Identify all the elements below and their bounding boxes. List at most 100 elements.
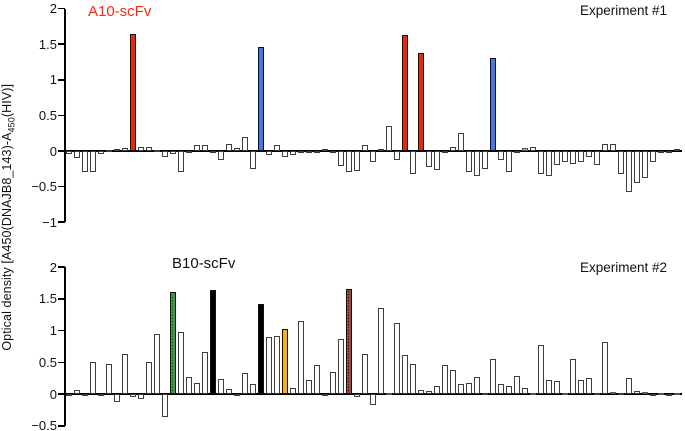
highlight-bar-orange [282,328,289,394]
bar [674,148,681,151]
bar [410,363,417,394]
bar [546,151,553,176]
bar [658,392,665,395]
bar [154,149,161,152]
bar [362,353,369,394]
bar [122,353,129,394]
bar [578,151,585,162]
y-axis [63,267,66,426]
bar [98,151,105,154]
bar [658,151,665,154]
bar [362,144,369,151]
bar [242,136,249,151]
bar [402,354,409,394]
bar [226,143,233,151]
bar [650,151,657,162]
bar [642,151,649,179]
bar [122,148,129,151]
bar [522,387,529,394]
y-tick [58,425,65,427]
bar [354,151,361,171]
bar [146,362,153,394]
bar [66,151,73,154]
y-tick [58,266,65,268]
bar [298,320,305,394]
bar [338,151,345,166]
y-tick-label: 1 [49,72,57,88]
y-tick-label: 2 [49,1,57,17]
bar [330,371,337,394]
y-tick-label: 0.5 [38,107,57,123]
panel-title-a10-scfv: A10-scFv [88,3,152,20]
bar [626,151,633,192]
bar [546,380,553,394]
bar [554,151,561,166]
bar [266,151,273,156]
bar [178,151,185,172]
bar [290,387,297,394]
bar [610,392,617,395]
bar [138,147,145,151]
bar [594,392,601,395]
highlight-bar-red [130,33,137,151]
bar [482,392,489,395]
bar [250,384,257,394]
y-tick [58,114,65,117]
bar [338,338,345,394]
bar [666,394,673,396]
bar [66,394,73,396]
bar [458,133,465,151]
bar [394,322,401,394]
bar [634,390,641,394]
bar [186,376,193,394]
bar [450,369,457,394]
bar [538,345,545,394]
bar [498,151,505,161]
bar [162,151,169,158]
bar [434,386,441,394]
bar [490,359,497,394]
bar [322,148,329,151]
bar [514,376,521,394]
bar [178,332,185,394]
bar [586,151,593,157]
bar [282,151,289,158]
bar [98,394,105,396]
bar [514,150,521,153]
bar [74,151,81,159]
bar [210,151,217,154]
bar [506,386,513,394]
bar [90,362,97,394]
bar [202,145,209,151]
y-tick-label: 1 [49,323,57,338]
y-tick [58,329,65,332]
bar [530,392,537,395]
bar [354,394,361,397]
bar [642,392,649,395]
bar [538,151,545,175]
y-axis-label-subscript: 450 [6,117,17,133]
bar [498,384,505,394]
y-tick [58,221,65,223]
bar [90,151,97,173]
bar [466,382,473,394]
y-tick-label: 1.5 [38,291,57,307]
bar [74,390,81,394]
bar [114,148,121,151]
bar [586,378,593,394]
bar [626,378,633,394]
bar [274,335,281,394]
bar [618,151,625,174]
panel-title-b10-scfv: B10-scFv [172,255,236,272]
bar [346,151,353,173]
bar [106,150,113,153]
bar [482,151,489,169]
bar [194,383,201,394]
y-tick-label: 0 [49,143,57,159]
bar [218,378,225,394]
experiment-1-label: Experiment #1 [579,3,667,18]
bar [154,333,161,394]
highlight-bar-green_hatch [170,291,177,394]
bar [570,359,577,394]
bar [298,151,305,153]
